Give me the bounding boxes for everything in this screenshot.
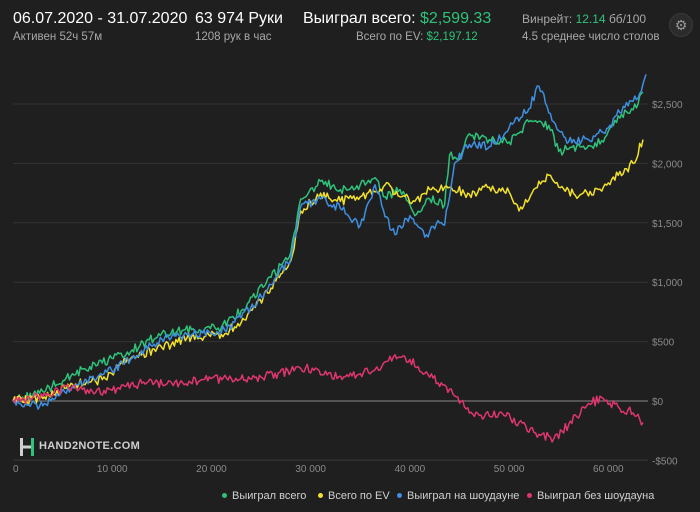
legend-dot-icon [527, 492, 532, 498]
won-total-label: Выиграл всего: [303, 10, 416, 27]
legend-dot-icon [397, 492, 402, 498]
x-tick-label: 50 000 [494, 464, 525, 475]
axis-ticks: -$500 $0 $500 $1,000 $1,500 $2,000 $2,500 0 10 0… [13, 100, 683, 475]
hands-count: 63 974 Руки [195, 10, 283, 27]
y-tick-label: $0 [652, 397, 664, 408]
won-total-value: $2,599.33 [420, 10, 492, 27]
ev-total: Всего по EV: $2,197.12 [356, 31, 478, 43]
y-tick-label: $2,000 [652, 159, 683, 170]
hand2note-logo-text: HAND2NOTE.COM [39, 440, 141, 452]
legend-dot-icon [222, 492, 227, 498]
hand2note-logo-icon [20, 438, 34, 456]
series-showdown-line [12, 74, 647, 410]
winrate-value: 12.14 [575, 12, 606, 26]
y-tick-label: $1,000 [652, 278, 683, 289]
avg-tables: 4.5 среднее число столов [522, 31, 660, 43]
legend-item-non-showdown[interactable]: Выиграл без шоудауна [527, 490, 654, 502]
y-tick-label: -$500 [652, 456, 678, 467]
legend-label-non-showdown: Выиграл без шоудауна [537, 490, 655, 502]
x-tick-label: 0 [13, 464, 19, 475]
x-tick-label: 10 000 [97, 464, 128, 475]
x-tick-label: 20 000 [196, 464, 227, 475]
series-won-line [12, 91, 644, 404]
y-tick-label: $500 [652, 338, 675, 349]
ev-total-label: Всего по EV: [356, 31, 424, 43]
winrate: Винрейт: 12.14 бб/100 [522, 12, 646, 26]
series-lines [12, 74, 647, 443]
legend-item-showdown[interactable]: Выиграл на шоудауне [397, 490, 519, 502]
grid [13, 103, 648, 461]
active-time: Активен 52ч 57м [13, 31, 103, 43]
stats-header: 06.07.2020 - 31.07.2020 Активен 52ч 57м … [0, 0, 700, 50]
gear-icon[interactable]: ⚙ [669, 13, 693, 37]
chart-legend: Выиграл всего Всего по EV Выиграл на шоу… [0, 487, 700, 507]
winrate-unit: бб/100 [608, 12, 647, 26]
date-range: 06.07.2020 - 31.07.2020 [13, 10, 188, 27]
hands-per-hour: 1208 рук в час [195, 31, 272, 43]
y-tick-label: $2,500 [652, 100, 683, 111]
legend-label-won: Выиграл всего [232, 490, 307, 502]
legend-label-showdown: Выиграл на шоудауне [407, 490, 520, 502]
x-tick-label: 30 000 [295, 464, 326, 475]
winrate-label: Винрейт: [522, 12, 573, 26]
legend-item-ev[interactable]: Всего по EV [318, 490, 390, 502]
legend-item-won[interactable]: Выиграл всего [222, 490, 306, 502]
y-tick-label: $1,500 [652, 219, 683, 230]
ev-total-value: $2,197.12 [426, 31, 478, 43]
series-non-showdown-line [12, 353, 644, 443]
won-total: Выиграл всего: $2,599.33 [303, 10, 491, 28]
x-tick-label: 40 000 [395, 464, 426, 475]
legend-label-ev: Всего по EV [328, 490, 390, 502]
x-tick-label: 60 000 [593, 464, 624, 475]
legend-dot-icon [318, 492, 323, 498]
